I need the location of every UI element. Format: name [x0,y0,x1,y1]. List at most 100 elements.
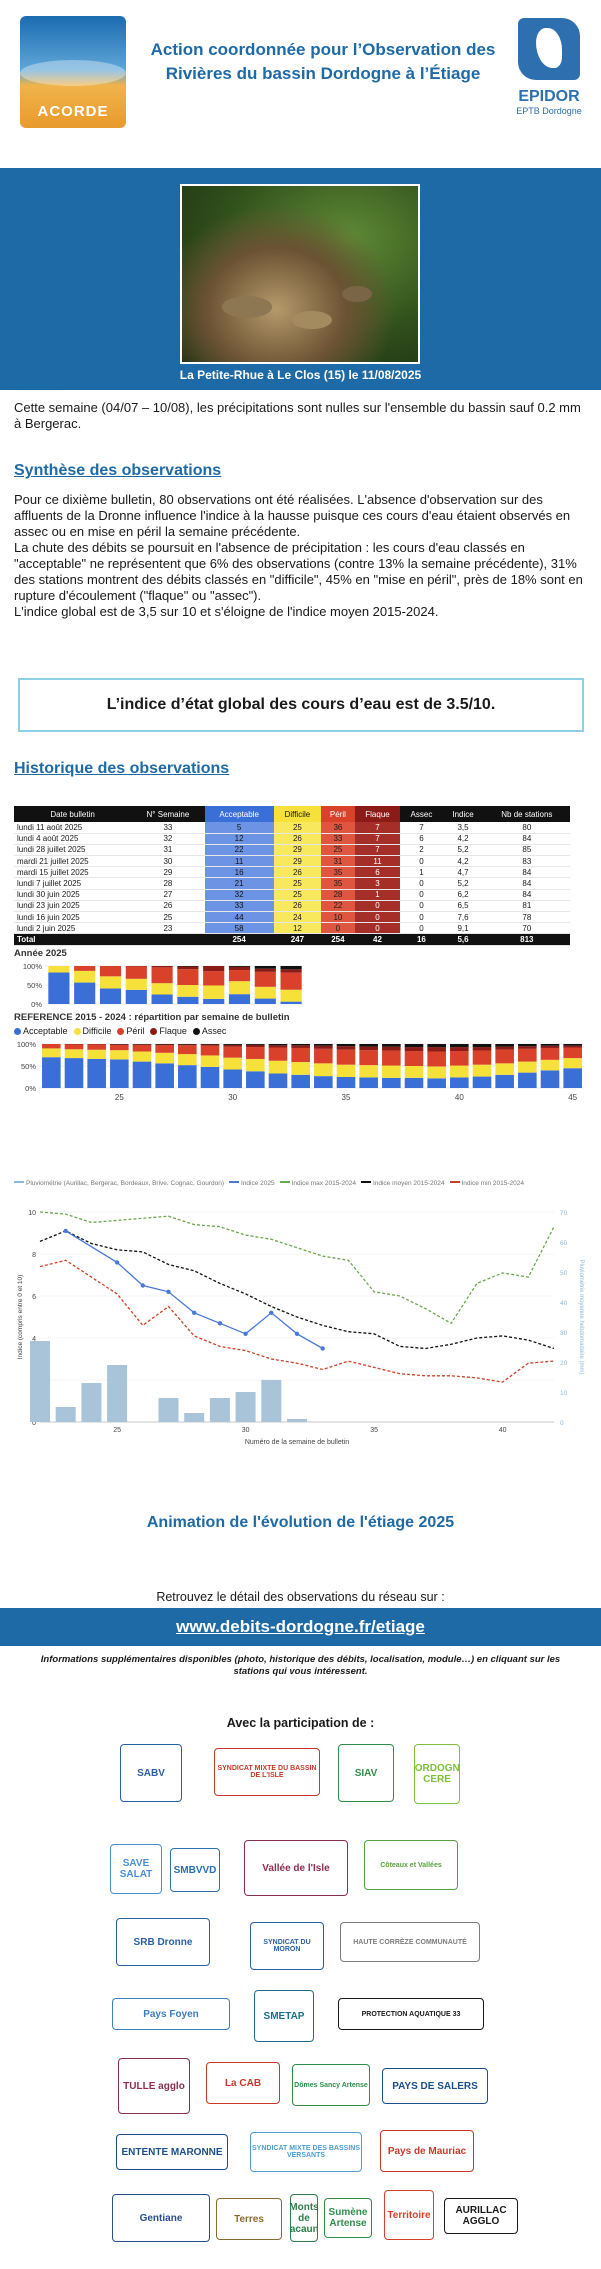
y-tick-label: 6 [32,1294,36,1301]
data-point [166,1289,171,1294]
data-point [243,1331,248,1336]
bar-segment [203,971,225,986]
x-tick-label: 40 [499,1427,507,1434]
legend-dot-icon [14,1028,21,1035]
bar-segment [336,1046,356,1050]
bar-segment [336,1064,356,1077]
table-cell: 29 [273,855,322,868]
debits-dordogne-link[interactable]: www.debits-dordogne.fr/etiage [176,1617,425,1636]
bar-segment [495,1049,514,1064]
x-tick-label: 25 [115,1093,124,1102]
bar-segment [254,966,276,969]
line-legend-label: Indice max 2015-2024 [291,1180,356,1187]
bar-segment [450,1044,469,1048]
partner-logo-text: AURILLAC AGGLO [455,2205,507,2227]
table-cell: 26 [273,833,322,845]
legend-item: Acceptable [14,1026,68,1036]
table-cell: 28 [131,877,205,890]
bar-segment [404,1051,424,1066]
total-cell: 254 [321,933,355,946]
partner-logo-text: SYNDICAT MIXTE DES BASSINS VERSANTS [252,2145,360,2159]
table-cell: 7 [400,822,443,834]
bar-segment [177,966,199,970]
table-cell: 29 [131,866,205,879]
table-cell: 2 [400,844,443,857]
bar-segment [74,966,96,971]
x-tick-label: 35 [370,1427,378,1434]
table-cell: 3 [354,877,401,890]
meteo-title: Météo [14,370,61,387]
table-cell: 24 [273,911,322,924]
table-cell: 70 [483,922,570,935]
table-cell: mardi 15 juillet 2025 [14,866,132,879]
table-cell: 7,6 [442,911,484,924]
info-text: Informations supplémentaires disponibles… [40,1654,561,1677]
bar-segment [132,1061,152,1088]
epidor-logo: EPIDOR EPTB Dordogne [512,18,586,130]
partner-logo-text: Monts de Lacaune [290,2201,318,2235]
bar-segment [268,1047,288,1061]
bar-segment [291,1062,310,1075]
bar-segment [450,1065,469,1078]
legend-swatch-icon [279,1181,290,1183]
total-cell: 247 [273,933,322,946]
rain-bar [81,1383,102,1422]
table-cell: 21 [204,877,274,890]
line-legend-label: Indice moyen 2015-2024 [372,1180,445,1187]
table-cell: 31 [131,844,205,857]
table-cell: lundi 4 août 2025 [14,833,132,845]
y-tick-label: 50% [21,1062,36,1071]
bar-segment [42,1057,61,1088]
table-cell: 27 [131,889,205,901]
bar-segment [48,972,70,1004]
bar-segment [99,966,122,977]
bar-segment [314,1048,333,1064]
bar-segment [151,966,173,968]
bar-segment [540,1044,560,1046]
rain-bar [209,1398,230,1422]
partner-logo: Côteaux et Vallées [364,1840,458,1890]
y-tick-label: 8 [32,1252,36,1259]
table-cell: 0 [400,855,443,868]
col-stations: Nb de stations [483,806,570,822]
partner-logo: SIAV [338,1744,394,1802]
y2-tick-label: 30 [560,1330,568,1337]
table-cell: 3,5 [442,822,484,834]
bar-segment [495,1044,514,1047]
bar-segment [518,1061,537,1073]
bar-segment [132,1044,152,1052]
bar-segment [382,1046,401,1051]
total-cell: 42 [354,933,401,946]
table-cell: lundi 16 juin 2025 [14,911,132,924]
partner-logo: SMBVVD [170,1848,220,1892]
bar-segment [87,1049,106,1059]
partner-logo: Gentiane [112,2194,210,2242]
data-point [192,1310,197,1315]
animation-title[interactable]: Animation de l'évolution de l'étiage 202… [146,1514,455,1531]
bar-segment [382,1065,401,1078]
line-legend-item: Pluviométrie (Aurillac, Bergerac, Bordea… [14,1180,224,1187]
synthese-paragraph-1: Pour ce dixième bulletin, 80 observation… [14,492,571,539]
table-cell: 25 [131,911,205,924]
bar-segment [359,1050,378,1066]
bar-segment [155,1063,174,1088]
table-cell: 12 [273,922,322,935]
partner-logo: SYNDICAT MIXTE DU BASSIN DE L'ISLE [214,1748,320,1796]
partner-logo: HAUTE CORRÈZE COMMUNAUTÉ [340,1922,480,1962]
legend-item: Péril [117,1026,144,1036]
bar-segment [200,1045,220,1056]
partner-logo: Sumène Artense [324,2198,372,2238]
table-cell: 80 [483,822,570,834]
line-legend-label: Pluviométrie (Aurillac, Bergerac, Bordea… [26,1180,224,1187]
partner-logo: Monts de Lacaune [290,2194,318,2242]
bar-segment [336,1044,356,1047]
table-cell: 7 [354,822,401,834]
bar-segment [228,966,251,967]
partner-logo-text: SMBVVD [173,1864,217,1876]
bar-segment [178,1065,197,1088]
bar-segment [223,1044,242,1047]
partner-logo-text: Pays Foyen [143,2008,199,2020]
table-cell: 1 [354,889,401,901]
partner-logo: CORDOGNE CERE [414,1744,460,1804]
bar-segment [254,971,276,987]
